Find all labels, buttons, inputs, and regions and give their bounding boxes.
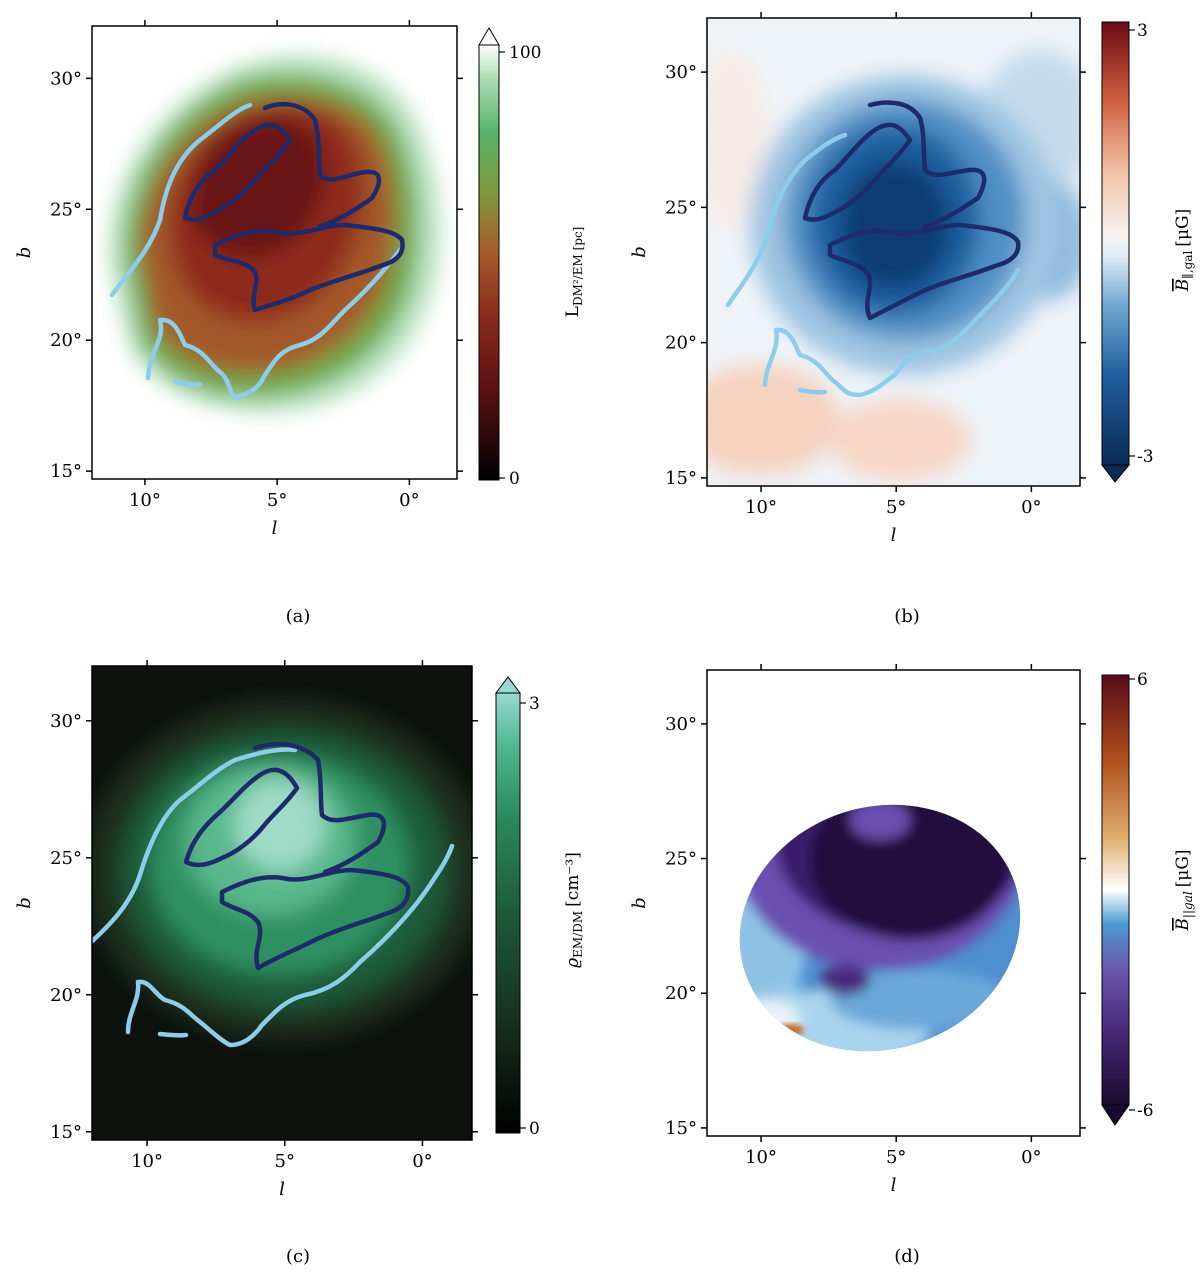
x-axis-label: l — [891, 1175, 897, 1196]
y-tick-label: 30° — [50, 711, 82, 732]
colorbar-c-label: ϱEM/DM[cm⁻³] — [563, 852, 585, 968]
y-axis-label: b — [629, 897, 650, 909]
x-tick-label: 0° — [399, 490, 419, 511]
y-tick-label: 25° — [50, 848, 82, 869]
panel-d-caption: (d) — [894, 1246, 920, 1267]
x-tick-label: 0° — [1021, 1147, 1041, 1168]
x-tick-label: 10° — [131, 1151, 163, 1172]
colorbar-a-max: 100 — [509, 43, 541, 63]
x-axis-label: l — [279, 1179, 285, 1200]
panel-a-axes: 10° 5° 0° 15° 20° 25° 30° l b — [14, 20, 463, 539]
panel-c-axes: 10° 5° 0° 15° 20° 25° 30° l b — [14, 660, 478, 1200]
y-tick-label: 20° — [665, 983, 697, 1004]
x-axis-label: l — [891, 525, 897, 546]
panel-c-map — [92, 666, 472, 1140]
panel-b: 10° 5° 0° 15° 20° 25° 30° l b 3 -3 B∥,gal[μG] (b… — [629, 12, 1195, 627]
x-tick-label: 10° — [745, 497, 777, 518]
contour-light-blue — [109, 102, 403, 401]
y-tick-label: 30° — [50, 68, 82, 89]
colorbar-b-label: B∥,gal[μG] — [1173, 209, 1195, 292]
colorbar-d-label: B||gal[μG] — [1173, 849, 1195, 931]
panel-a-frame — [91, 25, 458, 480]
panel-d: 10° 5° 0° 15° 20° 25° 30° l b 6 -6 B||gal[μG] (d… — [629, 664, 1195, 1267]
x-axis-label: l — [272, 518, 278, 539]
y-tick-label: 25° — [665, 197, 697, 218]
panel-b-frame — [706, 17, 1081, 487]
y-tick-label: 25° — [665, 849, 697, 870]
panel-a-colorbar: 100 0 LDM²/EM [pc] — [478, 27, 585, 489]
y-tick-label: 15° — [665, 468, 697, 489]
colorbar-a-extend-max — [478, 27, 500, 46]
y-tick-label: 15° — [665, 1118, 697, 1139]
y-tick-label: 25° — [50, 199, 82, 220]
colorbar-b-extend-min — [1100, 464, 1131, 483]
colorbar-a-label: LDM²/EM [pc] — [563, 227, 585, 318]
y-axis-label: b — [629, 246, 650, 258]
panel-b-caption: (b) — [894, 606, 920, 627]
y-tick-label: 20° — [50, 330, 82, 351]
panel-c-colorbar: 3 0 ϱEM/DM[cm⁻³] — [495, 676, 585, 1139]
colorbar-c-min: 0 — [529, 1119, 540, 1139]
panel-b-axes: 10° 5° 0° 15° 20° 25° 30° l b — [629, 12, 1086, 546]
x-tick-label: 5° — [886, 1147, 906, 1168]
panel-a: 10° 5° 0° 15° 20° 25° 30° l b 100 0 LDM²/EM [pc]… — [14, 20, 585, 627]
x-tick-label: 10° — [745, 1147, 777, 1168]
y-tick-label: 15° — [50, 1122, 82, 1143]
y-tick-label: 20° — [50, 985, 82, 1006]
colorbar-d-min: -6 — [1137, 1101, 1154, 1121]
y-tick-label: 15° — [50, 461, 82, 482]
colorbar-a-min: 0 — [509, 469, 520, 489]
contour-dark-blue — [183, 741, 411, 971]
panel-a-caption: (a) — [286, 606, 311, 627]
panel-c-frame — [91, 665, 473, 1141]
y-tick-label: 30° — [665, 62, 697, 83]
contour-dark-blue — [802, 100, 1021, 321]
y-axis-label: b — [14, 897, 35, 909]
colorbar-c-extend-max — [495, 676, 521, 694]
x-tick-label: 10° — [129, 490, 161, 511]
panel-d-colorbar: 6 -6 B||gal[μG] — [1101, 670, 1195, 1126]
panel-c: 10° 5° 0° 15° 20° 25° 30° l b 3 0 ϱEM/DM[cm⁻³] (… — [14, 660, 585, 1267]
x-tick-label: 5° — [886, 497, 906, 518]
panel-d-map — [707, 670, 1080, 1136]
colorbar-d-max: 6 — [1137, 670, 1148, 690]
contour-light-blue — [725, 132, 1021, 398]
colorbar-c-max: 3 — [529, 694, 540, 714]
x-tick-label: 5° — [267, 490, 287, 511]
y-axis-label: b — [14, 247, 35, 259]
x-tick-label: 5° — [275, 1151, 295, 1172]
panel-d-axes: 10° 5° 0° 15° 20° 25° 30° l b — [629, 664, 1086, 1196]
panel-b-colorbar: 3 -3 B∥,gal[μG] — [1100, 21, 1195, 483]
colorbar-d-extend-min — [1101, 1104, 1130, 1126]
colorbar-b-min: -3 — [1137, 447, 1154, 467]
x-tick-label: 0° — [412, 1151, 432, 1172]
y-tick-label: 20° — [665, 333, 697, 354]
contour-dark-blue — [182, 102, 405, 313]
panel-d-frame — [706, 669, 1081, 1137]
colorbar-b-max: 3 — [1137, 21, 1148, 41]
panel-b-map — [707, 18, 1080, 486]
contour-light-blue — [92, 747, 455, 1048]
y-tick-label: 30° — [665, 714, 697, 735]
panel-a-map — [92, 26, 457, 479]
x-tick-label: 0° — [1021, 497, 1041, 518]
panel-c-caption: (c) — [286, 1246, 310, 1267]
